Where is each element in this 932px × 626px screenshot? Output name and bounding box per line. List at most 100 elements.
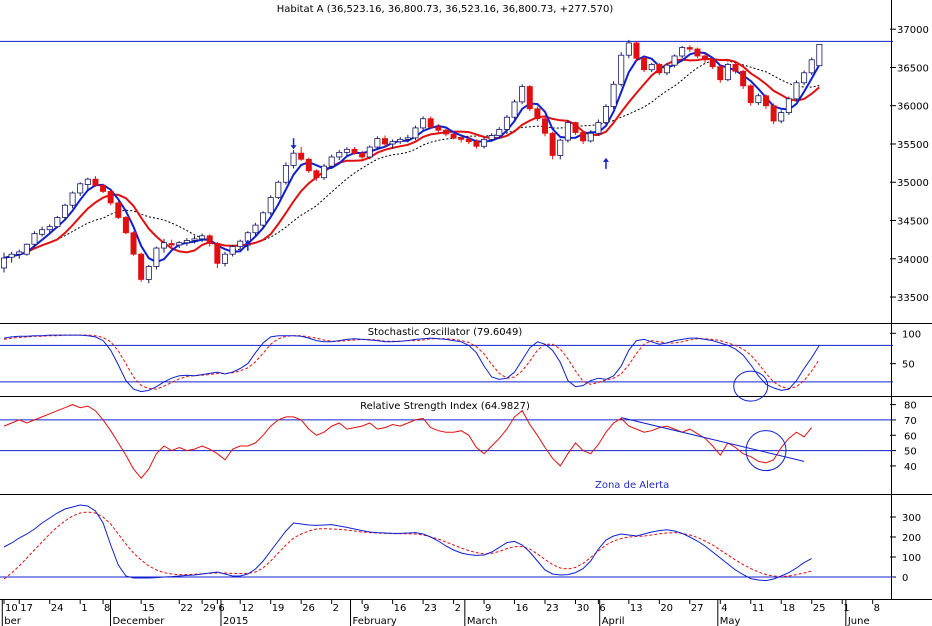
momentum-signal-line: [3, 511, 812, 580]
candle-body: [747, 85, 754, 104]
candle-body: [656, 63, 663, 74]
price-y-tick-label: 35500: [897, 140, 929, 151]
candle-body: [549, 132, 556, 156]
candle: [549, 131, 556, 160]
x-day-tick-label: 6: [599, 603, 605, 614]
candle: [351, 147, 358, 155]
candle-body: [298, 152, 305, 160]
candle-body: [252, 224, 259, 234]
candle: [16, 249, 23, 259]
candle: [221, 251, 228, 267]
candle: [641, 56, 648, 73]
candle: [183, 238, 190, 246]
candle: [267, 195, 274, 216]
candle-body: [237, 240, 244, 247]
candle-body: [138, 253, 145, 280]
x-day-tick-label: 1: [81, 603, 87, 614]
candle: [275, 180, 282, 200]
candle-body: [122, 217, 129, 234]
candle: [580, 130, 587, 144]
candle-body: [420, 118, 427, 129]
candle: [260, 211, 267, 228]
candle-body: [648, 63, 655, 71]
candle-body: [511, 101, 518, 118]
candle: [54, 215, 61, 229]
candle: [366, 145, 373, 160]
candle-body: [724, 63, 731, 81]
candle-body: [519, 86, 526, 103]
candle-body: [214, 243, 221, 264]
rsi-panel-title: Relative Strength Index (64.9827): [360, 401, 530, 412]
x-day-tick-label: 10: [5, 603, 18, 614]
x-month-label: December: [112, 616, 165, 626]
candle: [206, 234, 213, 247]
candle: [100, 183, 107, 193]
candle: [717, 65, 724, 83]
candle-body: [16, 251, 23, 255]
signal-arrow-head: [602, 157, 609, 162]
candle-body: [23, 243, 30, 255]
candle-body: [153, 247, 160, 267]
x-month-label: June: [847, 616, 870, 626]
candle: [732, 62, 739, 74]
x-day-tick-label: 9: [485, 603, 491, 614]
candle: [816, 44, 823, 67]
candle: [404, 134, 411, 143]
x-axis: 10 17 24 1 8 15 22 29 6 12 19 26 2 9 16 23 2 9 16 23 30 6 13 20…: [1, 600, 880, 626]
candle-body: [755, 95, 762, 104]
candle-body: [686, 47, 693, 50]
candle-body: [503, 116, 510, 130]
candle: [481, 137, 488, 149]
candle: [199, 233, 206, 242]
x-day-tick-label: 25: [813, 603, 826, 614]
x-day-tick-label: 15: [142, 603, 155, 614]
candle-body: [816, 44, 823, 67]
x-month-label: ber: [4, 616, 22, 626]
candle-body: [229, 246, 236, 255]
candle-body: [404, 137, 411, 140]
momentum-y-tick-label: 0: [902, 573, 908, 584]
candle: [191, 235, 198, 244]
candle-body: [221, 253, 228, 264]
x-day-tick-label: 12: [241, 603, 254, 614]
candle-body: [145, 266, 152, 280]
candle: [381, 135, 388, 148]
candle-body: [442, 129, 449, 135]
x-month-label: April: [602, 616, 625, 626]
candle-body: [84, 178, 91, 185]
x-day-tick-label: 30: [577, 603, 590, 614]
price-y-tick-label: 34000: [897, 255, 929, 266]
candle-body: [770, 105, 777, 122]
x-day-tick-label: 22: [180, 603, 193, 614]
candle: [298, 147, 305, 161]
candle-body: [564, 122, 571, 141]
x-day-tick-label: 24: [51, 603, 64, 614]
candle-body: [260, 212, 267, 226]
candle: [763, 94, 770, 109]
rsi-y-tick-label: 40: [904, 462, 917, 473]
candle-body: [305, 158, 312, 172]
candle: [92, 176, 99, 187]
candle: [755, 93, 762, 105]
candle: [176, 241, 183, 249]
candle-body: [374, 138, 381, 148]
candle: [252, 222, 259, 236]
candle-body: [465, 138, 472, 143]
candle-body: [290, 152, 297, 166]
candle: [214, 241, 221, 268]
x-day-tick-label: 6: [218, 603, 224, 614]
candle: [435, 124, 442, 134]
candle: [496, 127, 503, 138]
candle-body: [389, 141, 396, 145]
candle-body: [595, 122, 602, 134]
candle: [686, 45, 693, 53]
candle: [656, 62, 663, 76]
stochastic-d-line: [3, 334, 820, 390]
rsi-y-tick-label: 80: [904, 401, 917, 412]
candle: [107, 189, 114, 206]
candle-body: [717, 66, 724, 81]
rsi-line: [3, 404, 813, 479]
candle: [237, 239, 244, 250]
candle: [229, 245, 236, 257]
panel-frames: [0, 0, 932, 600]
